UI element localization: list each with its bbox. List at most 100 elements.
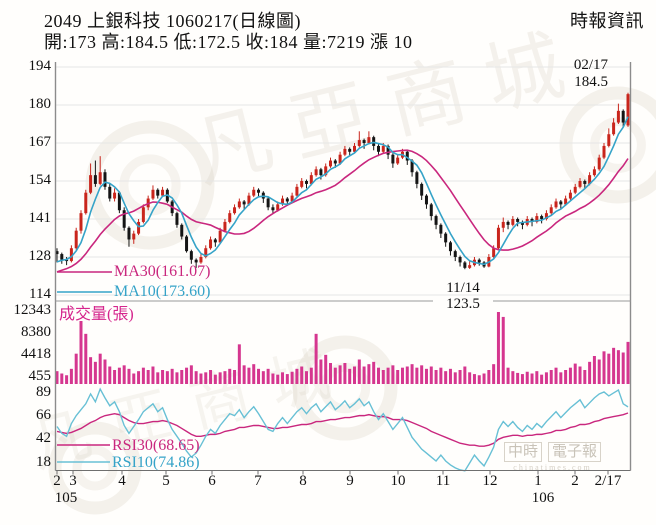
candle [151, 189, 155, 199]
candle [367, 137, 371, 143]
volume-bar [151, 366, 155, 384]
volume-bar [156, 372, 160, 384]
candle [60, 254, 64, 260]
low-annotation-date: 11/14 [446, 280, 480, 296]
volume-bar [501, 316, 505, 384]
candle [592, 169, 596, 176]
candle [348, 148, 352, 152]
candle [156, 189, 160, 196]
candle [568, 192, 572, 199]
candle [405, 151, 409, 161]
rsi-axis-label: 89 [36, 384, 51, 400]
volume-bar [564, 370, 568, 384]
candle [544, 213, 548, 219]
candle [290, 195, 294, 202]
volume-bar [496, 312, 500, 384]
volume-bar [266, 368, 270, 384]
volume-bar [285, 374, 289, 384]
volume-bar [492, 364, 496, 384]
volume-bar [525, 371, 529, 384]
rsi-axis-label: 66 [36, 407, 51, 423]
x-axis-month-label: 6 [208, 473, 216, 489]
x-axis-month-label: 2 [53, 473, 61, 489]
candle [477, 259, 481, 263]
rsi-axis-label: 42 [36, 430, 51, 446]
volume-bar [415, 367, 419, 384]
volume-bar [482, 373, 486, 384]
volume-axis-label: 12343 [13, 302, 52, 318]
volume-bar [247, 367, 251, 384]
volume-bar [132, 373, 136, 384]
candle [501, 221, 505, 228]
volume-bar [213, 374, 217, 384]
candle [132, 233, 136, 240]
candle [137, 221, 141, 234]
x-axis-month-label: 5 [162, 473, 170, 489]
candle [444, 233, 448, 243]
volume-bar [314, 333, 318, 384]
x-axis-year-label: 105 [54, 490, 78, 506]
volume-bar [472, 374, 476, 384]
volume-bar [122, 365, 126, 384]
x-axis-month-label: 2/17 [594, 473, 622, 489]
candle [180, 224, 184, 237]
volume-bar [573, 363, 577, 384]
volume-bar [146, 370, 150, 384]
volume-bar [271, 373, 275, 384]
candle [204, 248, 208, 257]
candle [583, 181, 587, 184]
volume-bar [338, 365, 342, 384]
volume-bar [362, 366, 366, 384]
volume-bar [281, 372, 285, 384]
candle [108, 186, 112, 199]
candle [458, 257, 462, 263]
volume-bar [448, 368, 452, 384]
x-axis-month-label: 4 [118, 473, 126, 489]
volume-bar [626, 341, 630, 384]
candle [573, 186, 577, 193]
candle [376, 145, 380, 152]
candle [429, 204, 433, 217]
volume-bar [319, 359, 323, 384]
candle [103, 172, 107, 187]
candle [55, 251, 59, 255]
candle [516, 219, 520, 222]
volume-bar [520, 374, 524, 384]
candle [492, 248, 496, 257]
volume-bar [65, 375, 69, 384]
volume-bar [420, 365, 424, 384]
volume-bar [588, 361, 592, 384]
candle [161, 189, 165, 196]
volume-axis-label: 455 [28, 368, 52, 384]
ma30-legend-label: MA30(161.07) [114, 263, 211, 280]
candle [295, 186, 299, 196]
candle [549, 207, 553, 214]
volume-bar [511, 371, 515, 384]
volume-bar [367, 364, 371, 384]
candle [506, 221, 510, 225]
volume-bar [434, 370, 438, 384]
candle [434, 216, 438, 225]
volume-bar [305, 371, 309, 384]
candle [607, 134, 611, 146]
volume-bar [194, 371, 198, 384]
candle [621, 110, 625, 123]
volume-bar [444, 371, 448, 384]
candle [468, 265, 472, 268]
volume-bar [583, 370, 587, 384]
volume-bar [372, 361, 376, 384]
price-axis-label: 154 [28, 172, 52, 188]
candle [453, 251, 457, 257]
x-axis-month-label: 10 [390, 473, 406, 489]
candle [141, 207, 145, 222]
volume-bar [261, 371, 265, 384]
volume-bar [209, 370, 213, 384]
candle [448, 242, 452, 252]
volume-bar [376, 367, 380, 384]
volume-bar [453, 372, 457, 384]
candle [602, 145, 606, 158]
rsi10-line [56, 387, 629, 472]
volume-bar [357, 359, 361, 384]
candle [281, 198, 285, 205]
candle [391, 154, 395, 164]
